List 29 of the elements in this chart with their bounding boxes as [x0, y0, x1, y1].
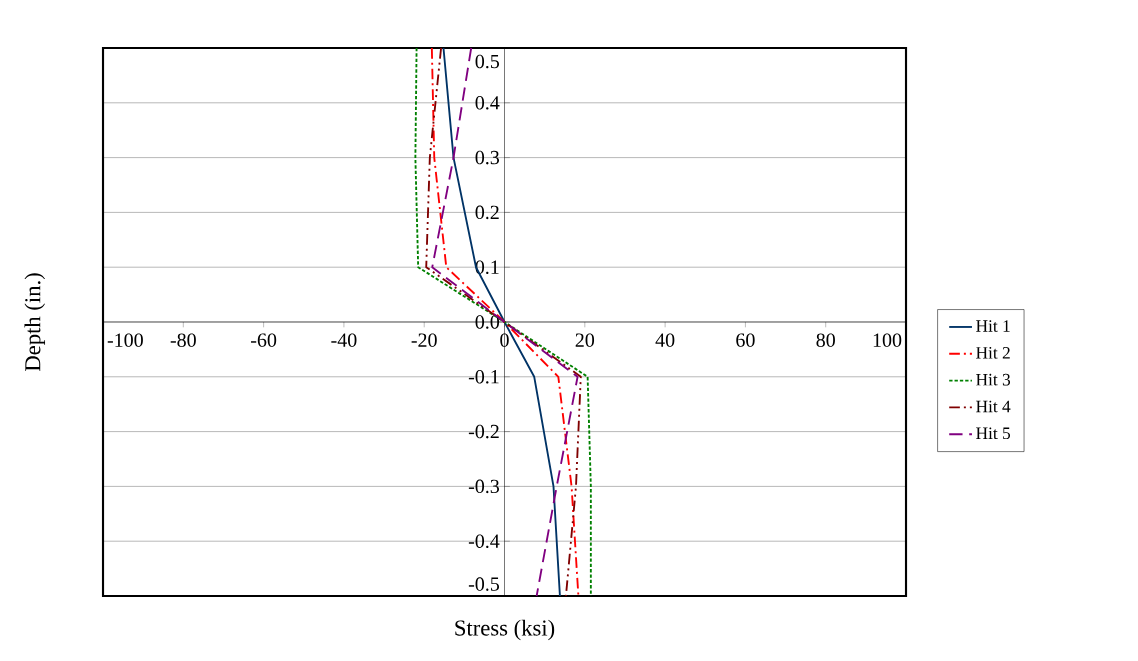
x-tick-label: 0 — [500, 333, 509, 347]
y-tick-label: -0.4 — [468, 534, 500, 548]
x-tick-label: -80 — [170, 333, 196, 347]
y-tick-label: 0.4 — [475, 96, 500, 110]
legend-label: Hit 3 — [976, 373, 1011, 386]
x-tick-label: -20 — [411, 333, 437, 347]
line-series — [442, 47, 561, 597]
legend-label: Hit 2 — [976, 347, 1010, 359]
legend-label: Hit 4 — [976, 400, 1011, 413]
x-tick-label: 100 — [873, 333, 902, 347]
y-tick-label: -0.2 — [468, 424, 499, 439]
x-tick-label: -40 — [331, 333, 357, 347]
y-tick-label: 0.3 — [475, 150, 500, 165]
y-tick-label: -0.5 — [468, 577, 500, 591]
x-tick-label: -60 — [251, 333, 277, 347]
x-tick-label: -100 — [107, 333, 143, 347]
x-tick-label: 40 — [655, 333, 675, 347]
y-tick-label: -0.3 — [468, 479, 500, 494]
x-tick-label: 80 — [816, 333, 835, 347]
y-tick-label: -0.1 — [468, 370, 499, 384]
y-tick-label: 0.0 — [475, 315, 500, 329]
legend-label: Hit 5 — [976, 427, 1011, 440]
x-tick-label: 20 — [575, 333, 595, 347]
y-axis-title: Depth (in.) — [24, 273, 46, 372]
y-tick-label: 0.5 — [475, 54, 500, 69]
y-tick-label: 0.2 — [475, 205, 499, 220]
x-tick-label: 60 — [736, 333, 755, 347]
legend-label: Hit 1 — [976, 320, 1010, 332]
x-axis-title: Stress (ksi) — [455, 619, 555, 641]
